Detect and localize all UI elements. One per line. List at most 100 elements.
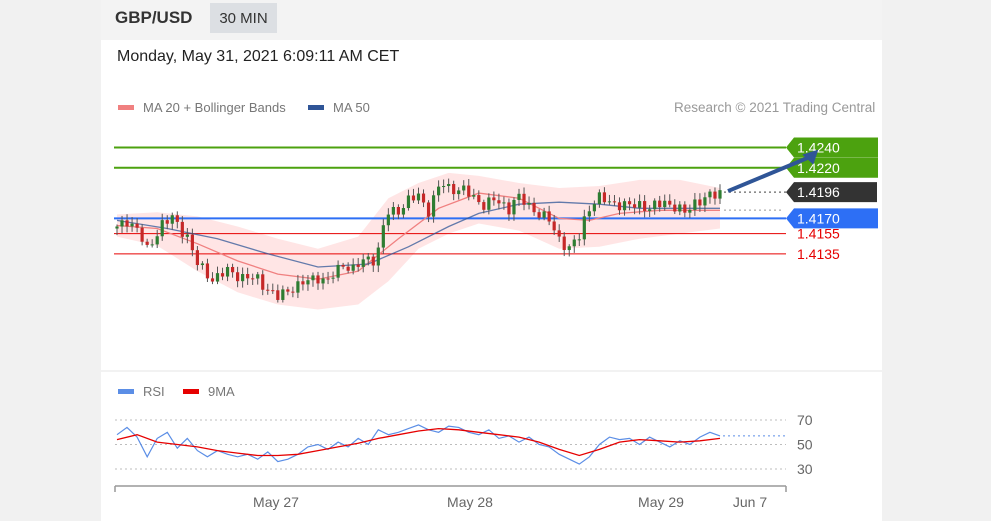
legend-rsi-label: RSI [143, 384, 165, 399]
level-label-1-4170: 1.4170 [797, 210, 840, 226]
candle-body [316, 275, 320, 284]
candle-body [457, 190, 461, 195]
candle-body [220, 273, 225, 277]
candle-body [587, 211, 591, 217]
rsi-tick-50: 50 [797, 437, 813, 453]
candle-body [442, 186, 446, 188]
candle-body [225, 266, 230, 277]
rsi-9ma-line [116, 427, 721, 457]
candle-body [371, 256, 375, 266]
candle-body [396, 206, 400, 215]
level-tag-1-4220 [786, 157, 878, 178]
candle-body [236, 272, 240, 282]
legend-ma50-label: MA 50 [333, 100, 370, 115]
candle-body [522, 193, 526, 205]
candle-body [401, 208, 406, 215]
candle-body [627, 201, 632, 205]
timestamp: Monday, May 31, 2021 6:09:11 AM CET [117, 48, 400, 65]
candle-body [492, 197, 496, 201]
candle-body [542, 211, 546, 218]
candle-body [170, 215, 174, 224]
candle-body [653, 200, 657, 210]
candle-body [562, 236, 566, 251]
credit-text: Research © 2021 Trading Central [674, 100, 876, 115]
candle-body [301, 281, 305, 285]
candle-body [592, 204, 596, 212]
candle-body [622, 201, 627, 211]
candle-body [346, 266, 350, 271]
candle-body [356, 264, 360, 267]
candle-body [698, 199, 702, 206]
x-tick-label: May 29 [638, 494, 684, 510]
candle-body [185, 234, 189, 237]
timeframe-badge[interactable]: 30 MIN [210, 3, 277, 33]
candle-body [391, 206, 395, 215]
legend-rsi: RSI [118, 384, 165, 399]
level-tag-1-4196 [786, 182, 877, 203]
candle-body [210, 278, 215, 282]
ma50-line [116, 201, 720, 268]
candle-body [256, 274, 260, 279]
candle-body [708, 191, 712, 198]
candle-body [261, 274, 265, 290]
candle-body [572, 239, 576, 247]
ma20-swatch [118, 105, 134, 110]
projection-arrow-shaft [727, 153, 815, 193]
candle-body [215, 273, 220, 282]
candle-body [718, 190, 722, 199]
candle-body [452, 184, 456, 195]
projection-arrow-head [802, 149, 819, 165]
candle-body [673, 204, 677, 212]
symbol-title: GBP/USD [115, 8, 193, 27]
candle-body [160, 220, 164, 237]
candle-body [617, 202, 622, 211]
candle-body [527, 202, 531, 205]
candle-body [552, 221, 556, 231]
candle-body [230, 266, 235, 273]
level-tag-1-4170 [786, 208, 878, 229]
candle-body [537, 212, 541, 218]
candle-body [241, 274, 245, 282]
candle-body [286, 289, 290, 292]
candle-body [597, 192, 601, 205]
candle-body [200, 263, 205, 266]
candle-body [502, 202, 506, 204]
x-tick-label: May 27 [253, 494, 299, 510]
candle-body [683, 204, 687, 213]
candle-body [341, 264, 345, 267]
x-tick-label: Jun 7 [733, 494, 767, 510]
candle-body [688, 209, 692, 213]
candle-body [125, 220, 129, 227]
candle-body [663, 200, 667, 208]
candle-body [361, 259, 365, 267]
candle-body [296, 281, 300, 293]
level-label-1-4135: 1.4135 [797, 246, 840, 262]
candle-body [406, 195, 411, 209]
candle-body [532, 202, 536, 213]
candle-body [411, 195, 416, 201]
candles [115, 178, 722, 303]
candle-body [276, 290, 280, 300]
candle-body [658, 200, 662, 208]
candle-body [135, 223, 139, 228]
candle-body [668, 200, 672, 205]
candle-body [416, 193, 421, 201]
candle-body [120, 220, 124, 227]
candle-body [713, 191, 717, 199]
candle-body [351, 264, 355, 271]
candle-body [130, 223, 134, 227]
level-label-1-4155: 1.4155 [797, 226, 840, 242]
legend-9ma-label: 9MA [208, 384, 235, 399]
candle-body [693, 199, 697, 210]
candle-body [507, 202, 511, 215]
candle-body [426, 202, 431, 217]
candle-body [487, 197, 491, 210]
candle-body [512, 199, 516, 215]
candle-body [703, 197, 707, 206]
candle-body [577, 239, 581, 241]
candle-body [447, 184, 451, 187]
candle-body [251, 278, 255, 280]
candle-body [376, 247, 380, 266]
legend-9ma: 9MA [183, 384, 235, 399]
candle-body [612, 201, 617, 203]
